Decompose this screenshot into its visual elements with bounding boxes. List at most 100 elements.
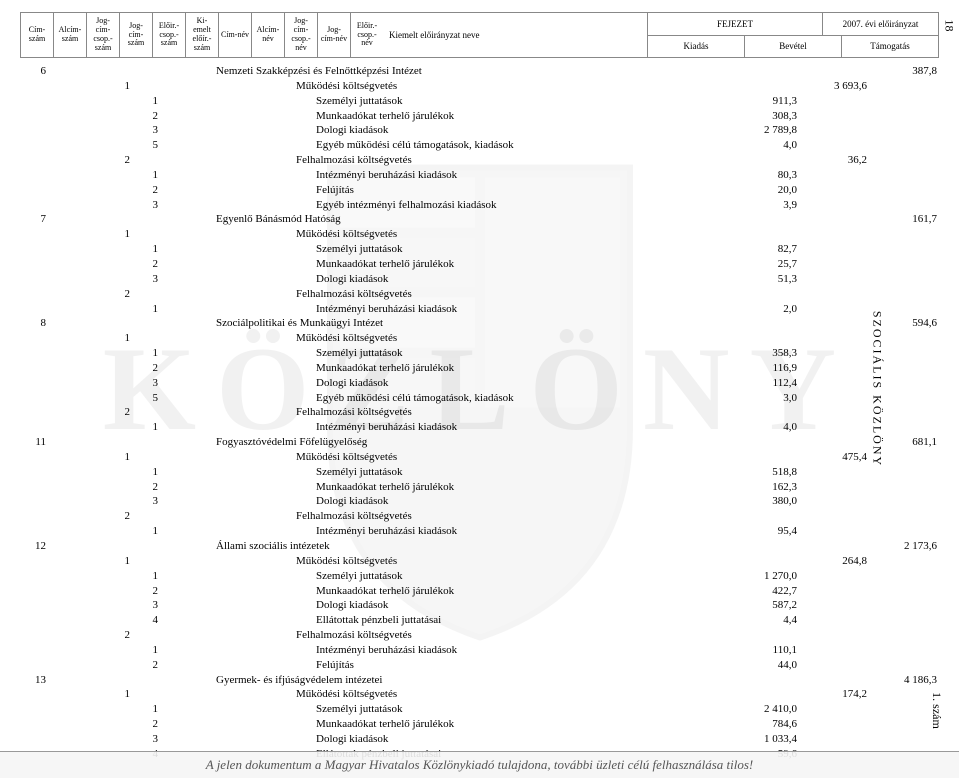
code-cell [104,391,132,406]
code-cell: 2 [104,405,132,420]
tam-cell [869,480,939,495]
code-cell: 2 [104,628,132,643]
bev-cell [799,673,869,688]
table-row: 2Munkaadókat terhelő járulékok422,7 [20,584,939,599]
bev-cell [799,94,869,109]
code-cell [188,331,216,346]
code-cell [132,554,160,569]
bev-cell [799,242,869,257]
kiad-cell: 380,0 [729,494,799,509]
description-cell: Szociálpolitikai és Munkaügyi Intézet [216,316,729,331]
tam-cell [869,643,939,658]
code-cell [132,79,160,94]
kiad-cell: 110,1 [729,643,799,658]
bev-cell [799,212,869,227]
tam-cell [869,494,939,509]
description-cell: Intézményi beruházási kiadások [216,168,729,183]
code-cell: 6 [20,64,48,79]
code-cell [76,109,104,124]
code-cell [160,153,188,168]
table-row: 1Személyi juttatások911,3 [20,94,939,109]
description-cell: Intézményi beruházási kiadások [216,420,729,435]
code-cell [20,687,48,702]
description-cell: Ellátottak pénzbeli juttatásai [216,613,729,628]
code-cell [188,509,216,524]
kiad-cell [729,509,799,524]
code-cell: 2 [132,361,160,376]
code-cell: 3 [132,598,160,613]
kiad-cell: 2,0 [729,302,799,317]
kiad-cell: 82,7 [729,242,799,257]
code-cell [20,480,48,495]
bev-cell [799,702,869,717]
code-cell [188,450,216,465]
code-cell [20,509,48,524]
description-cell: Munkaadókat terhelő járulékok [216,361,729,376]
code-cell [76,257,104,272]
code-cell [48,524,76,539]
code-cell [48,391,76,406]
description-cell: Munkaadókat terhelő járulékok [216,480,729,495]
description-cell: Egyéb működési célú támogatások, kiadáso… [216,138,729,153]
hdr-col-4: Előir.-csop.-szám [153,13,186,57]
code-cell [48,242,76,257]
table-row: 8Szociálpolitikai és Munkaügyi Intézet59… [20,316,939,331]
code-cell [76,64,104,79]
side-journal-title: SZOCIÁLIS KÖZLÖNY [869,311,884,467]
code-cell [48,687,76,702]
table-row: 2Felújítás44,0 [20,658,939,673]
code-cell [20,272,48,287]
code-cell [48,331,76,346]
kiad-cell [729,539,799,554]
footer-notice: A jelen dokumentum a Magyar Hivatalos Kö… [0,751,959,778]
kiad-cell [729,405,799,420]
code-cell: 1 [132,702,160,717]
code-cell [160,628,188,643]
hdr-col-6: Cím-név [219,13,252,57]
code-cell [76,494,104,509]
kiad-cell [729,64,799,79]
code-cell [104,717,132,732]
code-cell [160,316,188,331]
code-cell [20,361,48,376]
bev-cell [799,138,869,153]
code-cell [48,79,76,94]
code-cell [48,613,76,628]
description-cell: Munkaadókat terhelő járulékok [216,257,729,272]
hdr-year: 2007. évi előirányzat [823,13,938,35]
code-cell [104,569,132,584]
table-row: 1Személyi juttatások1 270,0 [20,569,939,584]
code-cell [160,227,188,242]
description-cell: Dologi kiadások [216,123,729,138]
code-cell [132,405,160,420]
bev-cell [799,361,869,376]
tam-cell [869,613,939,628]
table-row: 7Egyenlő Bánásmód Hatóság161,7 [20,212,939,227]
kiad-cell: 25,7 [729,257,799,272]
hdr-name-col: Kiemelt előirányzat neve [383,13,647,57]
kiad-cell: 4,0 [729,138,799,153]
hdr-kiadas: Kiadás [648,36,745,58]
bev-cell [799,405,869,420]
table-row: 2Felhalmozási költségvetés [20,628,939,643]
table-row: 1Működési költségvetés [20,227,939,242]
code-cell [188,272,216,287]
code-cell [188,242,216,257]
code-cell [104,123,132,138]
code-cell [104,420,132,435]
code-cell: 3 [132,494,160,509]
description-cell: Fogyasztóvédelmi Főfelügyelőség [216,435,729,450]
code-cell [132,673,160,688]
code-cell [76,598,104,613]
code-cell [20,331,48,346]
code-cell [48,584,76,599]
code-cell: 5 [132,391,160,406]
table-row: 6Nemzeti Szakképzési és Felnőttképzési I… [20,64,939,79]
table-row: 3Dologi kiadások380,0 [20,494,939,509]
code-cell: 1 [104,687,132,702]
code-cell [76,391,104,406]
kiad-cell: 3,9 [729,198,799,213]
tam-cell: 2 173,6 [869,539,939,554]
code-cell: 1 [104,554,132,569]
code-cell [160,361,188,376]
